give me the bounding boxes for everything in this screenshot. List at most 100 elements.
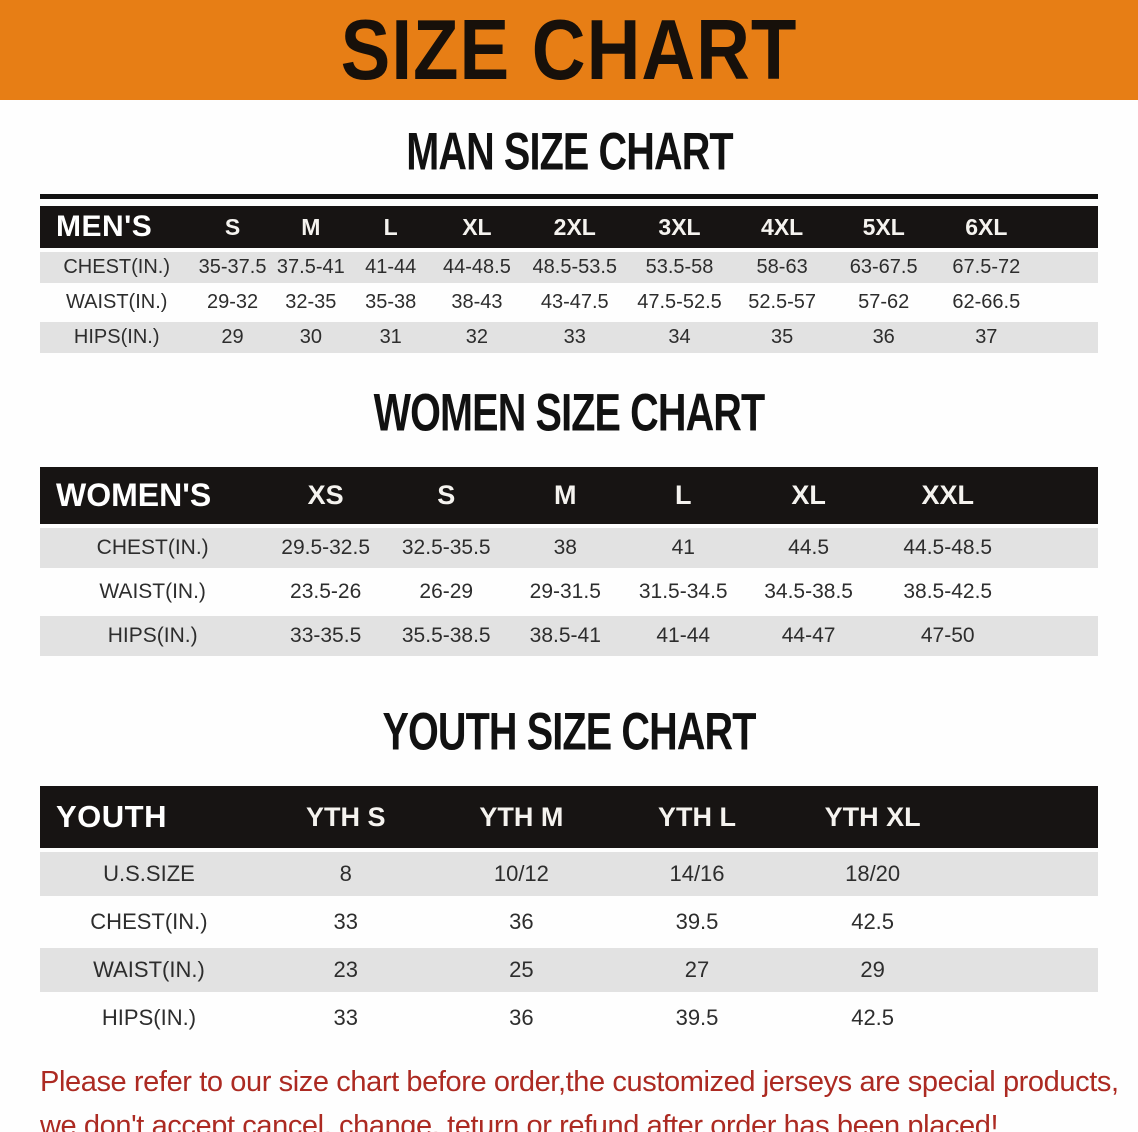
- row-label: WAIST(IN.): [65, 291, 168, 313]
- size-column-header: 2XL: [522, 206, 628, 248]
- size-value-cell: 39.5: [675, 909, 719, 934]
- size-value-cell: 34.5-38.5: [764, 580, 853, 603]
- size-column-header: L: [349, 206, 432, 248]
- table-corner-label: YOUTH: [40, 786, 258, 848]
- measurement-row: CHEST(IN.) 35-37.5 37.5-41 41-44 44-48.5 48.5…: [40, 252, 1098, 283]
- size-column-header: YTH M: [433, 786, 610, 848]
- row-label: U.S.SIZE: [40, 852, 258, 896]
- size-value-cell: 36: [832, 322, 935, 353]
- size-value-cell: 38-43: [451, 291, 503, 313]
- size-value-cell: 42.5: [851, 1005, 895, 1030]
- row-spacer: [960, 996, 1098, 1040]
- size-value-cell: 18/20: [784, 852, 961, 896]
- size-value-cell: 31: [349, 322, 432, 353]
- measurement-row: HIPS(IN.) 33 36 39.5 42.5: [40, 996, 1098, 1040]
- size-value-cell: 38.5-42.5: [903, 580, 993, 603]
- disclaimer-footnote: Please refer to our size chart before or…: [40, 1060, 1119, 1132]
- size-value-cell: 63-67.5: [832, 252, 935, 283]
- size-value-cell: 32.5-35.5: [385, 528, 507, 568]
- size-value-cell: 36: [509, 1005, 534, 1030]
- row-spacer: [960, 900, 1098, 944]
- measurement-row: HIPS(IN.) 33-35.5 35.5-38.5 38.5-41 41-44 44-…: [40, 616, 1098, 656]
- size-value-cell: 32: [431, 322, 523, 353]
- size-column-header: 6XL: [935, 206, 1038, 248]
- size-value-cell: 14/16: [609, 852, 785, 896]
- measurement-row: WAIST(IN.) 23 25 27 29: [40, 948, 1098, 992]
- size-column-header: YTH S: [257, 786, 434, 848]
- row-label: CHEST(IN.): [40, 528, 266, 568]
- size-value-cell: 33: [333, 909, 358, 934]
- size-value-cell: 38: [506, 528, 624, 568]
- row-spacer: [1038, 287, 1098, 318]
- size-column-header: M: [271, 206, 350, 248]
- size-value-cell: 27: [609, 948, 785, 992]
- size-value-cell: 33: [522, 322, 628, 353]
- row-label: CHEST(IN.): [40, 252, 194, 283]
- mens-table-top-rule: [40, 194, 1098, 199]
- size-value-cell: 41-44: [349, 252, 432, 283]
- size-value-cell: 44.5: [742, 528, 875, 568]
- size-value-cell: 47.5-52.5: [637, 291, 722, 313]
- size-column-header: YTH XL: [784, 786, 961, 848]
- size-value-cell: 36: [509, 909, 534, 934]
- size-value-cell: 58-63: [731, 252, 833, 283]
- row-label: WAIST(IN.): [99, 580, 206, 603]
- table-header-row: YOUTH YTH S YTH M YTH L YTH XL: [40, 786, 1098, 848]
- mens-size-table: MEN'S S M L XL 2XL 3XL 4XL 5XL 6XL CHEST(IN.) 35-37…: [40, 202, 1098, 357]
- youth-heading-text: YOUTH SIZE CHART: [382, 701, 756, 762]
- size-value-cell: 39.5: [675, 1005, 719, 1030]
- size-value-cell: 52.5-57: [748, 291, 817, 313]
- man-heading-text: MAN SIZE CHART: [405, 121, 733, 182]
- size-value-cell: 44-48.5: [431, 252, 523, 283]
- size-value-cell: 25: [433, 948, 610, 992]
- youth-section-heading: YOUTH SIZE CHART: [0, 701, 1138, 761]
- mens-table-wrap: MEN'S S M L XL 2XL 3XL 4XL 5XL 6XL CHEST(IN.) 35-37…: [40, 194, 1098, 357]
- size-value-cell: 34: [627, 322, 732, 353]
- size-value-cell: 23: [257, 948, 434, 992]
- disclaimer-line-2: we don't accept cancel, change, teturn o…: [40, 1110, 999, 1132]
- women-section-heading: WOMEN SIZE CHART: [0, 382, 1138, 442]
- man-section-heading: MAN SIZE CHART: [0, 121, 1138, 181]
- size-value-cell: 33-35.5: [265, 616, 386, 656]
- row-spacer: [960, 948, 1098, 992]
- measurement-row: CHEST(IN.) 29.5-32.5 32.5-35.5 38 41 44.5 44.5…: [40, 528, 1098, 568]
- youth-table-wrap: YOUTH YTH S YTH M YTH L YTH XL U.S.SIZE 8 10/12…: [40, 782, 1098, 1044]
- header-spacer: [1020, 467, 1098, 524]
- size-column-header: S: [193, 206, 272, 248]
- size-column-header: XXL: [874, 467, 1021, 524]
- measurement-row: U.S.SIZE 8 10/12 14/16 18/20: [40, 852, 1098, 896]
- table-corner-label: WOMEN'S: [40, 467, 266, 524]
- size-value-cell: 26-29: [419, 580, 474, 603]
- size-value-cell: 57-62: [858, 291, 910, 313]
- table-header-row: WOMEN'S XS S M L XL XXL: [40, 467, 1098, 524]
- size-value-cell: 47-50: [874, 616, 1021, 656]
- row-spacer: [960, 852, 1098, 896]
- size-value-cell: 42.5: [851, 909, 895, 934]
- size-value-cell: 29: [193, 322, 272, 353]
- size-chart-banner: SIZE CHART: [0, 0, 1138, 100]
- youth-size-table: YOUTH YTH S YTH M YTH L YTH XL U.S.SIZE 8 10/12…: [40, 782, 1098, 1044]
- size-value-cell: 35-37.5: [193, 252, 272, 283]
- size-value-cell: 23.5-26: [290, 580, 362, 603]
- size-value-cell: 29.5-32.5: [265, 528, 386, 568]
- header-spacer: [960, 786, 1098, 848]
- disclaimer-line-1: Please refer to our size chart before or…: [40, 1066, 1119, 1098]
- size-value-cell: 41-44: [624, 616, 743, 656]
- row-label: CHEST(IN.): [90, 909, 208, 934]
- size-value-cell: 32-35: [285, 291, 337, 313]
- table-corner-label: MEN'S: [40, 206, 194, 248]
- row-label: HIPS(IN.): [40, 616, 266, 656]
- size-value-cell: 35-38: [365, 291, 417, 313]
- size-value-cell: 44.5-48.5: [874, 528, 1021, 568]
- size-value-cell: 35: [731, 322, 833, 353]
- size-column-header: 5XL: [832, 206, 935, 248]
- size-value-cell: 43-47.5: [540, 291, 609, 313]
- size-value-cell: 67.5-72: [935, 252, 1038, 283]
- row-spacer: [1020, 616, 1098, 656]
- size-value-cell: 29-31.5: [529, 580, 601, 603]
- size-value-cell: 10/12: [433, 852, 610, 896]
- row-spacer: [1020, 528, 1098, 568]
- row-label: WAIST(IN.): [40, 948, 258, 992]
- size-value-cell: 37.5-41: [271, 252, 350, 283]
- size-column-header: 3XL: [627, 206, 732, 248]
